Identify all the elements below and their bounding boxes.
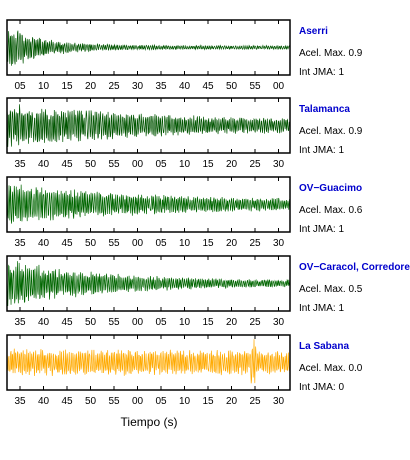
tick-label: 15 [61,81,73,92]
tick-label: 55 [108,396,120,407]
tick-label: 30 [273,396,285,407]
panel-3: 35 40 45 50 55 00 05 10 15 20 25 30 OV−Guacimo Acel. … [6,176,363,249]
x-axis-title: Tiempo (s) [121,415,178,429]
tick-label: 50 [85,396,97,407]
jma-intensity: Int JMA: 0 [299,382,344,393]
panel-frame [6,334,291,391]
panel-2: 35 40 45 50 55 00 05 10 15 20 25 30 Talamanca Acel. M… [6,97,363,170]
tick-label: 10 [179,238,191,249]
tick-label: 35 [14,317,26,328]
tick-label: 00 [132,317,144,328]
waveform-trace [6,184,291,224]
tick-label: 15 [202,159,214,170]
tick-label: 15 [202,396,214,407]
tick-label: 35 [14,238,26,249]
tick-label: 25 [249,317,261,328]
tick-label: 50 [226,81,238,92]
tick-label: 30 [273,317,285,328]
panel-frame [6,19,291,76]
tick-label: 00 [273,81,285,92]
tick-label: 25 [249,396,261,407]
tick-label: 30 [273,238,285,249]
tick-label: 30 [273,159,285,170]
tick-label: 15 [202,238,214,249]
tick-label: 45 [202,81,214,92]
jma-intensity: Int JMA: 1 [299,224,344,235]
jma-intensity: Int JMA: 1 [299,303,344,314]
panel-frame [6,176,291,233]
waveform-trace [6,261,291,307]
panel-frame [6,255,291,312]
tick-label: 45 [61,317,73,328]
waveform-trace [6,104,291,147]
max-acceleration: Acel. Max. 0.0 [299,363,363,374]
tick-label: 50 [85,317,97,328]
tick-label: 05 [155,396,167,407]
tick-label: 20 [85,81,97,92]
tick-label: 45 [61,159,73,170]
tick-label: 15 [202,317,214,328]
tick-label: 40 [38,396,50,407]
jma-intensity: Int JMA: 1 [299,145,344,156]
tick-label: 35 [14,159,26,170]
max-acceleration: Acel. Max. 0.9 [299,48,363,59]
max-acceleration: Acel. Max. 0.9 [299,126,363,137]
tick-label: 40 [38,238,50,249]
tick-label: 35 [155,81,167,92]
panel-frame [6,97,291,154]
panel-5: 35 40 45 50 55 00 05 10 15 20 25 30 La Sabana Acel. M… [6,334,363,407]
tick-label: 55 [108,317,120,328]
tick-label: 55 [249,81,261,92]
panel-1: 05 10 15 20 25 30 35 40 45 50 55 00 Aserri Acel. Max.… [6,19,363,92]
tick-label: 55 [108,238,120,249]
tick-label: 45 [61,238,73,249]
station-name: La Sabana [299,341,349,352]
station-name: Talamanca [299,104,350,115]
tick-label: 00 [132,238,144,249]
station-name: OV−Caracol, Corredore [299,262,410,273]
tick-label: 05 [155,238,167,249]
tick-label: 10 [179,396,191,407]
station-name: Aserri [299,26,328,37]
waveform-trace [6,339,291,384]
tick-label: 00 [132,159,144,170]
tick-label: 20 [226,159,238,170]
tick-label: 40 [179,81,191,92]
panel-4: 35 40 45 50 55 00 05 10 15 20 25 30 OV−Caracol, Corr… [6,255,410,328]
tick-label: 50 [85,238,97,249]
tick-label: 05 [14,81,26,92]
tick-label: 05 [155,317,167,328]
tick-label: 20 [226,238,238,249]
max-acceleration: Acel. Max. 0.6 [299,205,363,216]
tick-label: 30 [132,81,144,92]
tick-label: 00 [132,396,144,407]
tick-label: 20 [226,396,238,407]
tick-label: 10 [38,81,50,92]
tick-label: 20 [226,317,238,328]
tick-label: 40 [38,159,50,170]
tick-label: 35 [14,396,26,407]
tick-label: 05 [155,159,167,170]
tick-label: 50 [85,159,97,170]
waveform-trace [6,30,291,66]
tick-label: 25 [108,81,120,92]
station-name: OV−Guacimo [299,183,362,194]
tick-label: 10 [179,159,191,170]
tick-label: 25 [249,238,261,249]
max-acceleration: Acel. Max. 0.5 [299,284,363,295]
jma-intensity: Int JMA: 1 [299,67,344,78]
tick-label: 40 [38,317,50,328]
tick-label: 25 [249,159,261,170]
tick-label: 10 [179,317,191,328]
tick-label: 55 [108,159,120,170]
tick-label: 45 [61,396,73,407]
